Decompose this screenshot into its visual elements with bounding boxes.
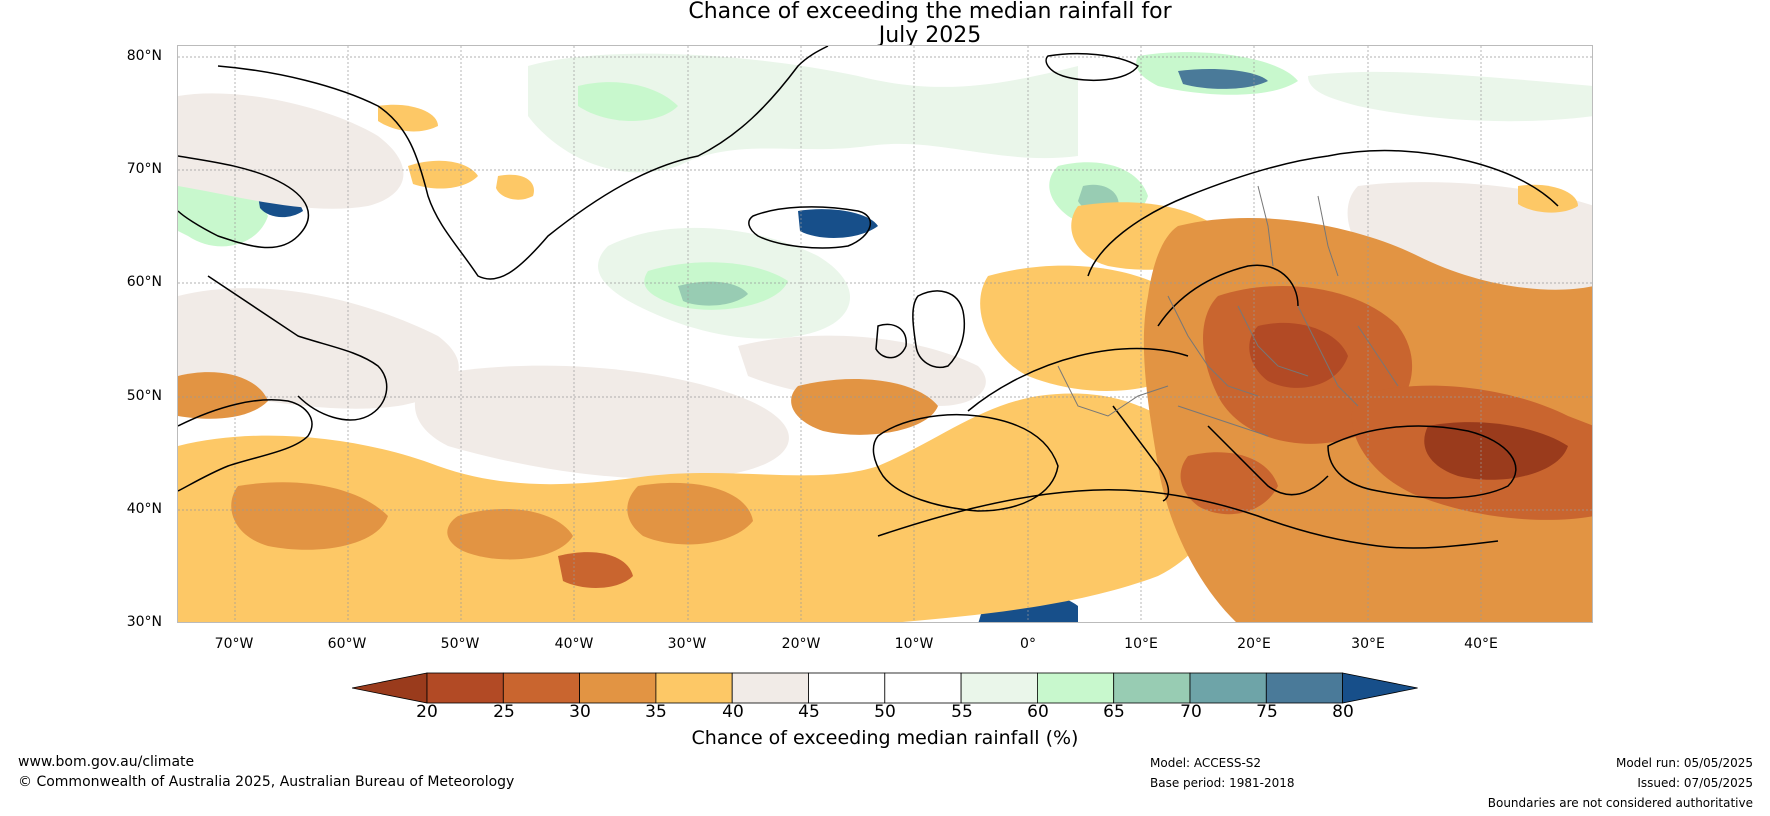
title-line-1: Chance of exceeding the median rainfall … [688,0,1172,24]
coastlines [178,46,1559,549]
colorbar-segment [579,672,657,704]
colorbar-segment [808,672,886,704]
rainfall-map [177,45,1593,623]
colorbar-tick-60: 60 [1027,702,1049,722]
lat-label-60n: 60°N [126,274,162,290]
lon-label-60w: 60°W [327,636,367,652]
copyright-text: © Commonwealth of Australia 2025, Austra… [18,774,515,790]
colorbar-tick-40: 40 [722,702,744,722]
colorbar-tick-35: 35 [645,702,667,722]
lon-label-30e: 30°E [1351,636,1385,652]
title-line-2: July 2025 [878,23,982,48]
colorbar-tick-55: 55 [951,702,973,722]
dry-anomaly-zones [178,104,1592,622]
colorbar-tick-50: 50 [874,702,896,722]
model-run-text: Model run: 05/05/2025 [1615,756,1753,770]
colorbar-label: Chance of exceeding median rainfall (%) [691,727,1079,749]
colorbar-tick-45: 45 [798,702,820,722]
lat-label-40n: 40°N [126,501,162,517]
website-text: www.bom.gov.au/climate [18,754,195,770]
lat-label-80n: 80°N [126,48,162,64]
boundaries-note: Boundaries are not considered authoritat… [1487,796,1753,810]
colorbar-segment [1113,672,1191,704]
colorbar-segment [426,672,504,704]
colorbar-segment [1037,672,1115,704]
colorbar-segment [884,672,962,704]
colorbar-segment [502,672,581,704]
lon-label-50w: 50°W [440,636,480,652]
lon-label-70w: 70°W [214,636,254,652]
lon-label-20e: 20°E [1237,636,1271,652]
colorbar [352,672,1418,704]
lon-label-20w: 20°W [781,636,821,652]
model-text: Model: ACCESS-S2 [1150,756,1262,770]
colorbar-tick-25: 25 [493,702,515,722]
colorbar-tick-65: 65 [1103,702,1125,722]
lon-label-10e: 10°E [1124,636,1158,652]
borders [1057,185,1399,437]
colorbar-extend-high [1342,672,1418,704]
lat-label-50n: 50°N [126,388,162,404]
colorbar-segment [655,672,733,704]
lat-label-70n: 70°N [126,161,162,177]
colorbar-segment [731,672,809,704]
lon-label-40w: 40°W [554,636,594,652]
issued-text: Issued: 07/05/2025 [1637,776,1753,790]
colorbar-segment [1189,672,1267,704]
chart-title: Chance of exceeding the median rainfall … [0,0,1770,48]
colorbar-tick-20: 20 [416,702,438,722]
lon-label-10w: 10°W [894,636,934,652]
lon-label-30w: 30°W [667,636,707,652]
base-period-text: Base period: 1981-2018 [1150,776,1295,790]
colorbar-extend-low [352,672,428,704]
colorbar-tick-75: 75 [1256,702,1278,722]
colorbar-segment [960,672,1038,704]
lat-label-30n: 30°N [126,614,162,630]
colorbar-tick-30: 30 [569,702,591,722]
colorbar-segment [1265,672,1343,704]
colorbar-tick-80: 80 [1332,702,1354,722]
lon-label-0: 0° [1020,636,1036,652]
colorbar-tick-70: 70 [1180,702,1202,722]
lon-label-40e: 40°E [1464,636,1498,652]
